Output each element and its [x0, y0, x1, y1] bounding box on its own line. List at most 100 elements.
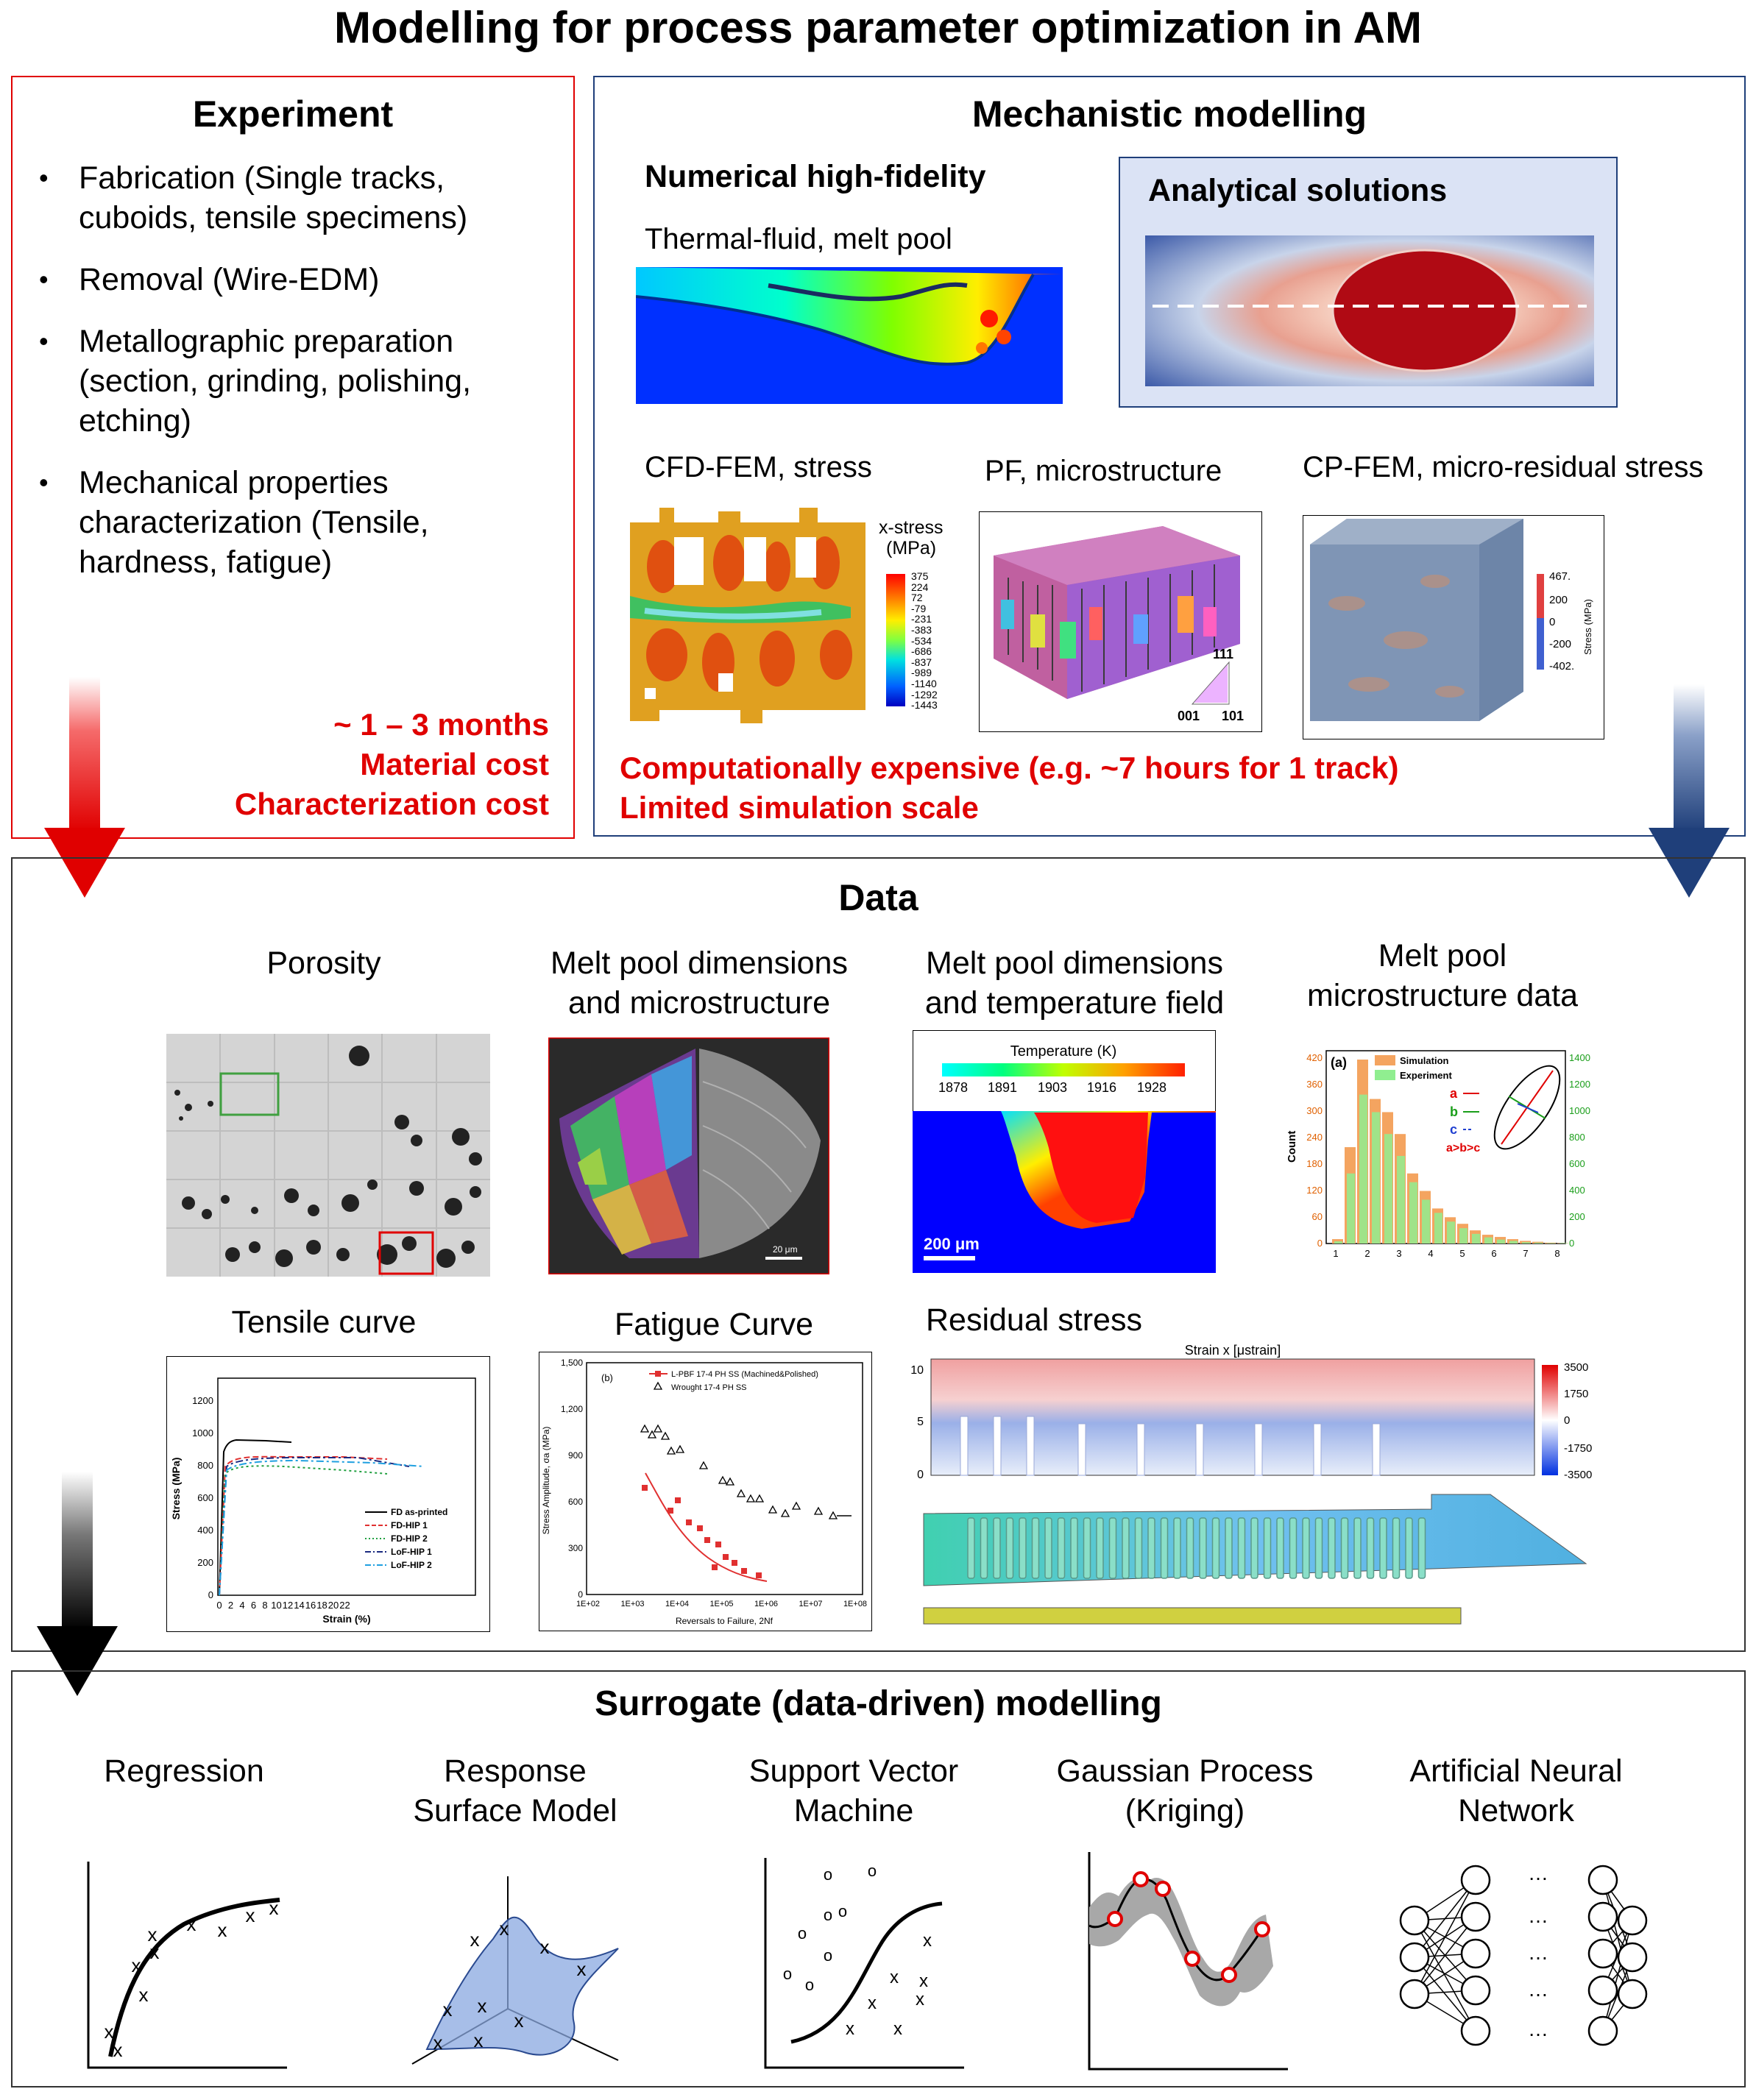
tensile-x-tick: 22 — [339, 1600, 350, 1611]
data-point-x: x — [113, 2039, 123, 2061]
neural-network-icon: … … … … … — [1398, 1858, 1649, 2064]
histogram-x-tick: 2 — [1364, 1248, 1370, 1258]
residual-strut — [1148, 1518, 1155, 1578]
fatigue-x-tick: 1E+03 — [620, 1600, 644, 1608]
residual-title: Strain x [μstrain] — [1185, 1343, 1281, 1358]
thermal-fluid-image — [636, 267, 1063, 404]
ann-node — [1401, 1906, 1428, 1934]
class-point-x: x — [868, 1993, 877, 2013]
tensile-legend: FD-HIP 2 — [391, 1533, 428, 1544]
histogram-left-tick: 60 — [1312, 1211, 1323, 1222]
xstress-tick: -1140 — [911, 678, 938, 689]
histogram-x-tick: 8 — [1554, 1248, 1559, 1258]
xstress-tick: -383 — [911, 625, 938, 636]
residual-strut — [1187, 1518, 1194, 1578]
ebsd-image: 20 μm — [548, 1037, 829, 1274]
histogram-x-tick: 7 — [1523, 1248, 1528, 1258]
histogram-bar-exp — [1359, 1095, 1367, 1244]
residual-strut — [968, 1518, 974, 1578]
svm-icon: o o o o o o o o x x x x x x x — [762, 1851, 968, 2075]
xstress-unit: (MPa) — [886, 537, 936, 559]
mechanistic-title: Mechanistic modelling — [593, 92, 1746, 136]
ann-node — [1462, 1940, 1490, 1968]
ann-node — [1618, 1943, 1646, 1971]
histogram-bar-exp — [1409, 1182, 1417, 1244]
residual-stress-image: Strain x [μstrain] 10 5 0 3500 1750 0 -1… — [902, 1343, 1645, 1637]
ann-ellipsis: … — [1528, 1941, 1548, 1964]
tensile-label: Tensile curve — [177, 1302, 471, 1342]
fatigue-x-tick: 1E+06 — [754, 1600, 778, 1608]
residual-strut — [1084, 1518, 1091, 1578]
residual-scale-tick: 1750 — [1564, 1388, 1588, 1400]
ann-node — [1618, 1980, 1646, 2008]
data-point-x: x — [577, 1958, 587, 1980]
residual-strut — [1174, 1518, 1180, 1578]
histogram-right-tick: 1000 — [1569, 1105, 1590, 1116]
residual-strut — [1161, 1518, 1168, 1578]
histogram-right-tick: 1200 — [1569, 1079, 1590, 1090]
mp-data-label-line: Melt pool — [1251, 936, 1634, 976]
xstress-tick: -79 — [911, 603, 938, 614]
fatigue-y-tick: 300 — [568, 1543, 583, 1553]
residual-strut — [1213, 1518, 1219, 1578]
data-point-x: x — [470, 1929, 480, 1951]
residual-strut — [1239, 1518, 1245, 1578]
method-label-line: Regression — [37, 1751, 331, 1791]
mp-temp-label-line: Melt pool dimensions — [883, 943, 1266, 983]
data-point-x: x — [105, 2021, 114, 2043]
residual-strut — [1354, 1518, 1361, 1578]
histogram-bar-exp — [1347, 1174, 1355, 1244]
ann-node — [1401, 1943, 1428, 1971]
fatigue-x-tick: 1E+05 — [709, 1600, 733, 1608]
cfd-stress-image — [630, 508, 865, 725]
histogram-x-tick: 3 — [1396, 1248, 1401, 1258]
histogram-bar-exp — [1559, 1243, 1568, 1244]
data-point-x: x — [187, 1913, 197, 1935]
temperature-tick: 1916 — [1087, 1080, 1116, 1095]
experiment-cost-line: Characterization cost — [147, 784, 549, 824]
ann-ellipsis: … — [1528, 1862, 1548, 1884]
tensile-x-tick: 8 — [262, 1600, 267, 1611]
histogram-bar-exp — [1547, 1243, 1555, 1244]
temperature-tick: 1878 — [938, 1080, 968, 1095]
experiment-item: Fabrication (Single tracks, cuboids, ten… — [11, 158, 556, 238]
fatigue-xlabel: Reversals to Failure, 2Nf — [676, 1616, 773, 1626]
residual-strut — [1367, 1518, 1374, 1578]
histogram-bar-exp — [1384, 1134, 1392, 1244]
response-surface-icon: x x x x x x x x x — [397, 1854, 633, 2075]
class-point-x: x — [846, 2019, 854, 2039]
tensile-legend: LoF-HIP 2 — [391, 1560, 432, 1570]
method-label-line: Surface Model — [368, 1791, 662, 1831]
histogram-bar-exp — [1509, 1241, 1518, 1244]
xstress-tick: -989 — [911, 667, 938, 678]
gaussian-process-icon — [1086, 1848, 1292, 2076]
experiment-cost: ~ 1 – 3 months Material cost Characteriz… — [147, 705, 549, 824]
mp-temp-label-line: and temperature field — [883, 983, 1266, 1023]
histogram-left-tick: 120 — [1306, 1185, 1323, 1196]
ann-ellipsis: … — [1528, 1904, 1548, 1927]
histogram-a: a — [1450, 1086, 1458, 1101]
residual-strut — [1380, 1518, 1387, 1578]
class-point-o: o — [824, 1946, 832, 1965]
mp-micro-label: Melt pool dimensions and microstructure — [508, 943, 891, 1023]
data-point-x: x — [148, 1923, 157, 1945]
tensile-y-tick: 200 — [197, 1557, 213, 1568]
experiment-cost-line: ~ 1 – 3 months — [147, 705, 549, 745]
residual-strut — [1393, 1518, 1400, 1578]
ipf-label: 111 — [1213, 647, 1233, 661]
data-point-x: x — [218, 1919, 227, 1941]
residual-strut — [1007, 1518, 1013, 1578]
data-title: Data — [11, 876, 1746, 920]
tensile-y-tick: 1000 — [192, 1427, 213, 1439]
data-point-x: x — [443, 1998, 453, 2021]
fatigue-y-tick: 600 — [568, 1497, 583, 1507]
method-label-regression: Regression — [37, 1751, 331, 1791]
method-label-line: Artificial Neural — [1369, 1751, 1663, 1791]
ann-node — [1589, 1940, 1617, 1968]
fatigue-x-tick: 1E+02 — [576, 1600, 600, 1608]
main-title: Modelling for process parameter optimiza… — [0, 1, 1756, 54]
residual-scale-tick: -3500 — [1564, 1469, 1592, 1481]
temperature-scale-text: 200 μm — [924, 1235, 980, 1253]
residual-strut — [1303, 1518, 1309, 1578]
histogram-x-tick: 6 — [1491, 1248, 1496, 1258]
